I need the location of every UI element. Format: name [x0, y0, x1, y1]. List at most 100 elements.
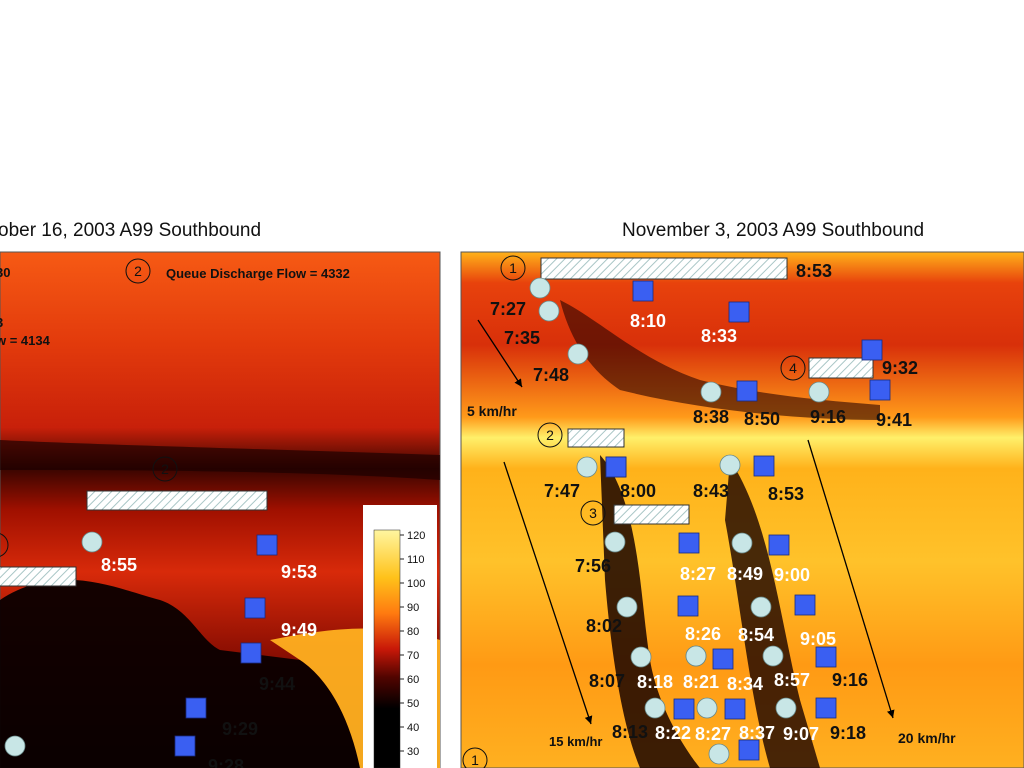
bottleneck-id-marker	[580, 500, 606, 526]
queue-end-square	[815, 697, 837, 719]
queue-start-circle	[604, 531, 626, 553]
colorbar: 1201101009080706050403020	[363, 505, 437, 768]
bar-time-label: 8:53	[796, 261, 832, 281]
queue-end-square	[768, 534, 790, 556]
circle-time-label: 8:43	[693, 481, 729, 501]
bottleneck-bar	[808, 357, 874, 379]
queue-start-circle	[696, 697, 718, 719]
circle-time-label: 8:18	[637, 672, 673, 692]
square-time-label: 9:49	[281, 620, 317, 640]
square-time-label: 9:05	[800, 629, 836, 649]
square-time-label: 9:18	[830, 723, 866, 743]
circle-time-label: 7:27	[490, 299, 526, 319]
square-time-label: 9:00	[774, 565, 810, 585]
queue-start-circle	[529, 277, 551, 299]
queue-end-square	[605, 456, 627, 478]
speed-label: 15 km/hr	[549, 734, 602, 749]
circle-time-label: 8:07	[589, 671, 625, 691]
queue-end-square	[753, 455, 775, 477]
queue-start-circle	[808, 381, 830, 403]
square-time-label: 8:26	[685, 624, 721, 644]
speed-arrow	[503, 461, 593, 725]
circle-time-label: 8:02	[586, 616, 622, 636]
queue-end-square	[678, 532, 700, 554]
square-time-label: 8:34	[727, 674, 763, 694]
colorbar-tick-label: 30	[407, 746, 419, 758]
corner-text: 3	[0, 315, 3, 330]
queue-start-circle	[81, 531, 103, 553]
queue-end-square	[728, 301, 750, 323]
queue-end-square	[632, 280, 654, 302]
queue-end-square	[815, 646, 837, 668]
circle-time-label: 9:16	[810, 407, 846, 427]
queue-start-circle	[616, 596, 638, 618]
colorbar-tick-label: 60	[407, 674, 419, 686]
bottleneck-id-marker	[462, 747, 488, 768]
queue-start-circle	[630, 646, 652, 668]
queue-start-circle	[567, 343, 589, 365]
queue-end-square	[869, 379, 891, 401]
colorbar-tick-label: 110	[407, 554, 425, 566]
queue-end-square	[712, 648, 734, 670]
colorbar-tick-label: 50	[407, 698, 419, 710]
colorbar-tick-label: 40	[407, 722, 419, 734]
queue-end-square	[244, 597, 266, 619]
colorbar-tick-label: 70	[407, 650, 419, 662]
corner-text: w = 4134	[0, 333, 51, 348]
queue-end-square	[174, 735, 196, 757]
bar-time-label: 9:32	[882, 358, 918, 378]
square-time-label: 8:22	[655, 723, 691, 743]
queue-start-circle	[762, 645, 784, 667]
queue-start-circle	[538, 300, 560, 322]
circle-time-label: 8:54	[738, 625, 774, 645]
square-time-label: 8:50	[744, 409, 780, 429]
queue-start-circle	[775, 697, 797, 719]
queue-end-square	[256, 534, 278, 556]
bottleneck-id-label: 1	[509, 260, 517, 276]
bottleneck-bar	[86, 490, 268, 511]
queue-end-square	[724, 698, 746, 720]
bottleneck-id-label: 2	[161, 461, 169, 477]
queue-start-circle	[731, 532, 753, 554]
colorbar-tick-label: 80	[407, 626, 419, 638]
colorbar-tick-label: 120	[407, 530, 425, 542]
bottleneck-id-label: 4	[789, 360, 797, 376]
square-time-label: 9:44	[259, 674, 295, 694]
queue-start-circle	[719, 454, 741, 476]
queue-start-circle	[750, 596, 772, 618]
square-time-label: 8:33	[701, 326, 737, 346]
corner-text: 30	[0, 265, 10, 280]
circle-time-label: 8:57	[774, 670, 810, 690]
square-time-label: 8:53	[768, 484, 804, 504]
queue-end-square	[738, 739, 760, 761]
queue-end-square	[677, 595, 699, 617]
circle-time-label: 8:13	[612, 722, 648, 742]
square-time-label: 9:28	[208, 756, 244, 768]
circle-time-label: 8:38	[693, 407, 729, 427]
queue-start-circle	[4, 735, 26, 757]
square-time-label: 9:41	[876, 410, 912, 430]
bottleneck-id-label: 2	[134, 263, 142, 279]
square-time-label: 8:10	[630, 311, 666, 331]
bottleneck-id-marker	[780, 355, 806, 381]
bottleneck-id-label: 1	[471, 752, 479, 768]
bottleneck-id-marker	[500, 255, 526, 281]
bottleneck-bar	[0, 566, 77, 587]
speed-arrow	[807, 439, 895, 719]
colorbar-tick-label: 100	[407, 578, 425, 590]
queue-start-circle	[700, 381, 722, 403]
bottleneck-id-marker	[537, 422, 563, 448]
circle-time-label: 7:48	[533, 365, 569, 385]
bottleneck-bar	[567, 428, 625, 448]
circle-time-label: 8:49	[727, 564, 763, 584]
queue-discharge-label: Queue Discharge Flow = 4332	[166, 266, 350, 281]
circle-time-label: 9:07	[783, 724, 819, 744]
queue-start-circle	[644, 697, 666, 719]
square-time-label: 9:16	[832, 670, 868, 690]
bottleneck-id-marker	[125, 258, 151, 284]
bottleneck-id-marker	[0, 533, 9, 557]
bottleneck-id-label: 2	[546, 427, 554, 443]
square-time-label: 8:00	[620, 481, 656, 501]
bottleneck-id-marker	[152, 456, 178, 482]
